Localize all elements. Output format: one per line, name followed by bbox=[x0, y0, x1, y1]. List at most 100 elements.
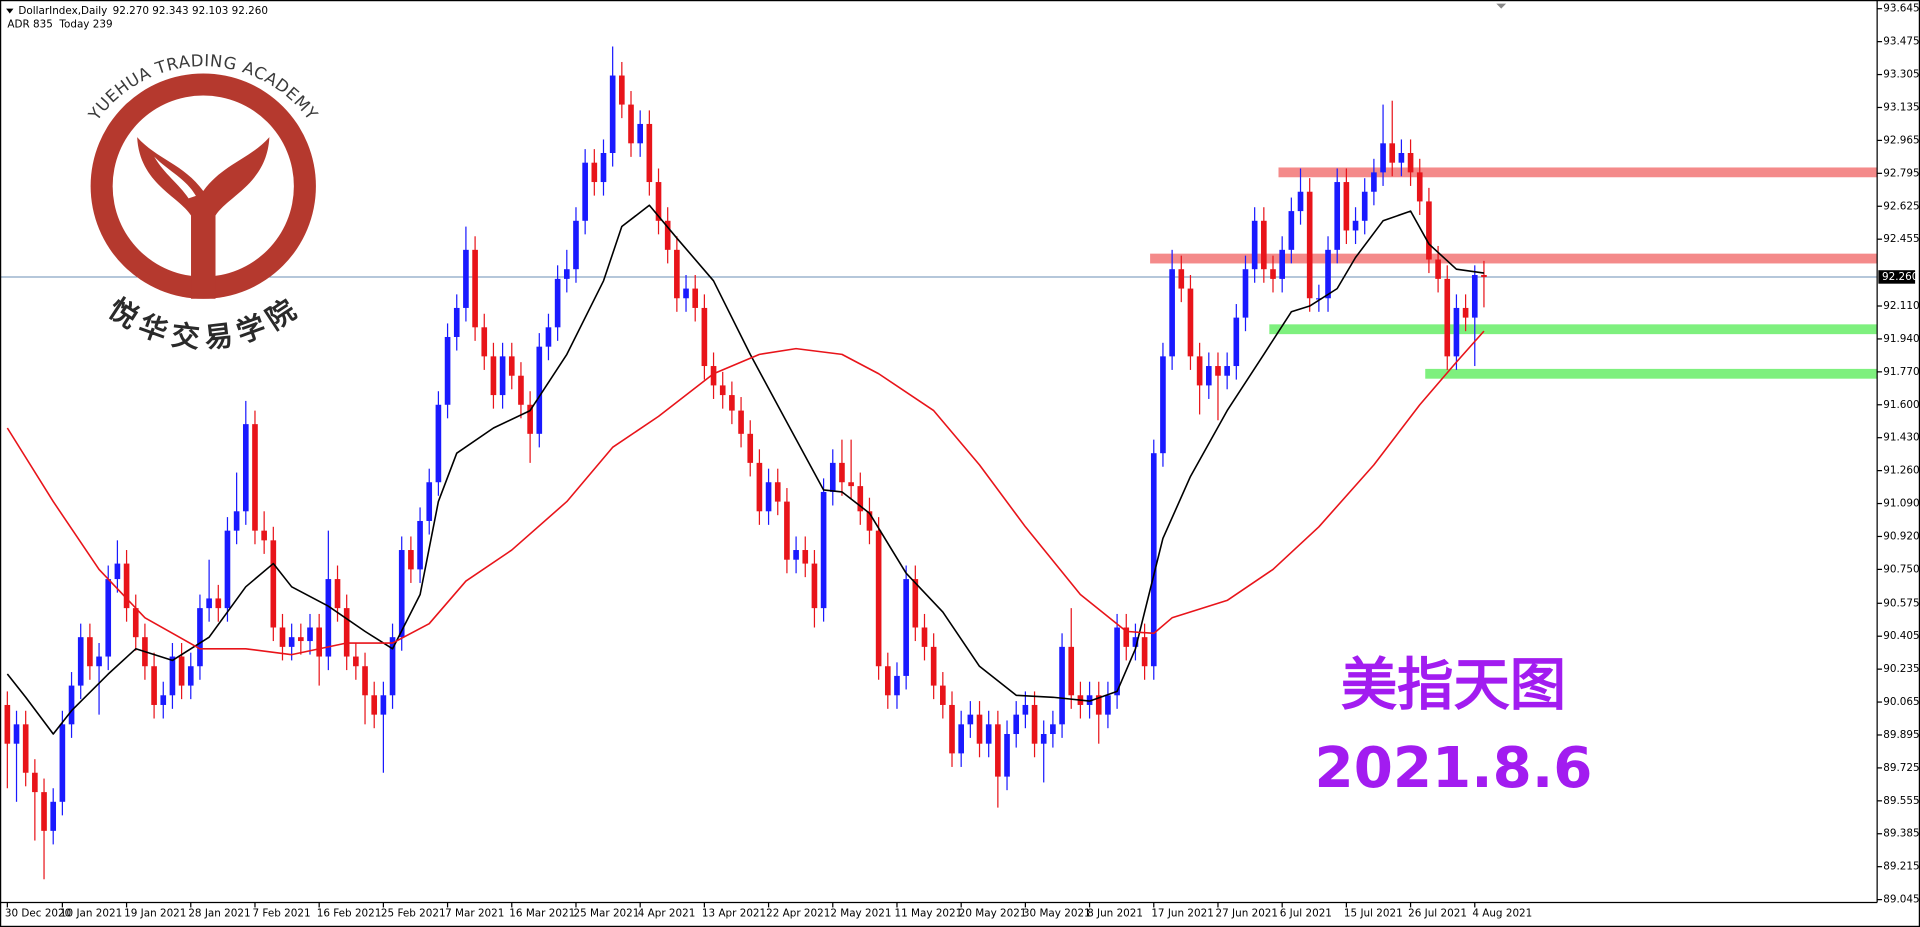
candle-body bbox=[1224, 366, 1230, 376]
candle-body bbox=[288, 637, 295, 647]
candle-body bbox=[940, 685, 946, 705]
candle-body bbox=[224, 530, 231, 609]
candle-body bbox=[536, 346, 543, 434]
candle-body bbox=[178, 656, 185, 686]
candle-body bbox=[609, 75, 616, 154]
candle-body bbox=[197, 608, 203, 667]
candle-body bbox=[1270, 269, 1276, 279]
candle-body bbox=[912, 579, 919, 628]
candle-body bbox=[903, 579, 909, 676]
candle-body bbox=[1160, 356, 1166, 454]
back-layer bbox=[0, 167, 1878, 379]
candle-body bbox=[435, 404, 442, 483]
x-tick-label: 4 Aug 2021 bbox=[1472, 908, 1532, 920]
candle-body bbox=[4, 704, 11, 744]
candle-body bbox=[123, 563, 130, 609]
shift-marker bbox=[1496, 3, 1507, 9]
current-price-label: 92.260 bbox=[1882, 271, 1918, 283]
candle-body bbox=[820, 491, 827, 609]
candle-body bbox=[875, 530, 882, 667]
candle-body bbox=[77, 637, 84, 686]
candle-body bbox=[398, 550, 405, 638]
candle-body bbox=[1068, 646, 1075, 696]
y-tick-label: 91.430 bbox=[1883, 432, 1919, 444]
candle-body bbox=[1123, 627, 1130, 647]
candle-body bbox=[1187, 288, 1194, 357]
candle-body bbox=[1040, 734, 1047, 744]
candle-body bbox=[1004, 734, 1010, 777]
candle-body bbox=[765, 482, 772, 512]
candle-body bbox=[389, 637, 396, 696]
candle-body bbox=[958, 724, 964, 754]
y-tick-label: 93.475 bbox=[1883, 36, 1919, 48]
candle-body bbox=[1334, 182, 1341, 250]
candle-body bbox=[655, 182, 662, 221]
candle-body bbox=[1398, 153, 1405, 163]
candle-body bbox=[793, 550, 799, 560]
current-price-box bbox=[1878, 270, 1916, 284]
candle-body bbox=[1361, 191, 1368, 221]
candle-body bbox=[930, 646, 937, 686]
candle-body bbox=[756, 462, 763, 512]
candle-body bbox=[215, 598, 222, 609]
candle-body bbox=[949, 704, 955, 754]
candle-body bbox=[307, 627, 313, 642]
candle-body bbox=[1150, 453, 1157, 667]
candle-body bbox=[353, 656, 359, 667]
x-tick-label: 16 Feb 2021 bbox=[317, 908, 382, 920]
logo-inner bbox=[112, 95, 294, 277]
candle-body bbox=[1169, 269, 1175, 357]
candle-body bbox=[490, 356, 497, 396]
y-tick-label: 92.455 bbox=[1883, 233, 1919, 245]
candle-body bbox=[857, 486, 864, 512]
x-tick-label: 7 Mar 2021 bbox=[445, 908, 504, 920]
candle-body bbox=[1380, 143, 1386, 173]
y-tick-label: 91.260 bbox=[1883, 465, 1919, 477]
candle-body bbox=[646, 123, 653, 183]
candle-body bbox=[1352, 220, 1359, 231]
x-tick-label: 30 May 2021 bbox=[1023, 908, 1091, 920]
candle-body bbox=[417, 520, 423, 570]
candle-body bbox=[1444, 278, 1451, 357]
candle-body bbox=[481, 327, 488, 357]
moving-average-line bbox=[6, 204, 1485, 735]
candle-body bbox=[637, 123, 643, 144]
candle-body bbox=[563, 269, 570, 279]
candle-body bbox=[1416, 172, 1423, 202]
candle-body bbox=[408, 550, 414, 570]
candle-body bbox=[343, 608, 350, 657]
candle-body bbox=[1426, 201, 1432, 260]
candle-body bbox=[829, 462, 836, 492]
logo-mark bbox=[137, 137, 270, 299]
candle-body bbox=[261, 530, 267, 541]
candle-body bbox=[151, 666, 157, 705]
candle-body bbox=[848, 482, 854, 487]
candle-body bbox=[1196, 356, 1203, 386]
candle-body bbox=[1279, 249, 1285, 279]
x-tick-label: 17 Jun 2021 bbox=[1151, 908, 1214, 920]
y-tick-label: 89.045 bbox=[1883, 894, 1919, 906]
candle-body bbox=[132, 608, 139, 638]
candle-body bbox=[371, 695, 378, 715]
candle-body bbox=[1325, 249, 1331, 299]
candle-body bbox=[1389, 143, 1396, 163]
candle-body bbox=[710, 366, 717, 386]
candle-body bbox=[187, 666, 194, 686]
candle-body bbox=[1297, 191, 1304, 212]
y-tick-label: 90.920 bbox=[1883, 530, 1919, 542]
candle-body bbox=[160, 695, 167, 705]
x-tick-label: 13 Apr 2021 bbox=[702, 908, 766, 920]
candle-body bbox=[114, 563, 121, 580]
x-tick-label: 22 Apr 2021 bbox=[766, 908, 830, 920]
candle-body bbox=[1022, 704, 1029, 715]
candle-body bbox=[692, 288, 699, 308]
y-tick-label: 93.645 bbox=[1883, 3, 1919, 15]
candle-body bbox=[729, 395, 735, 411]
candle-body bbox=[1086, 695, 1093, 705]
candle-body bbox=[1288, 211, 1295, 250]
y-tick-label: 91.940 bbox=[1883, 333, 1919, 345]
candle-body bbox=[252, 424, 258, 531]
y-tick-label: 92.625 bbox=[1883, 200, 1919, 212]
